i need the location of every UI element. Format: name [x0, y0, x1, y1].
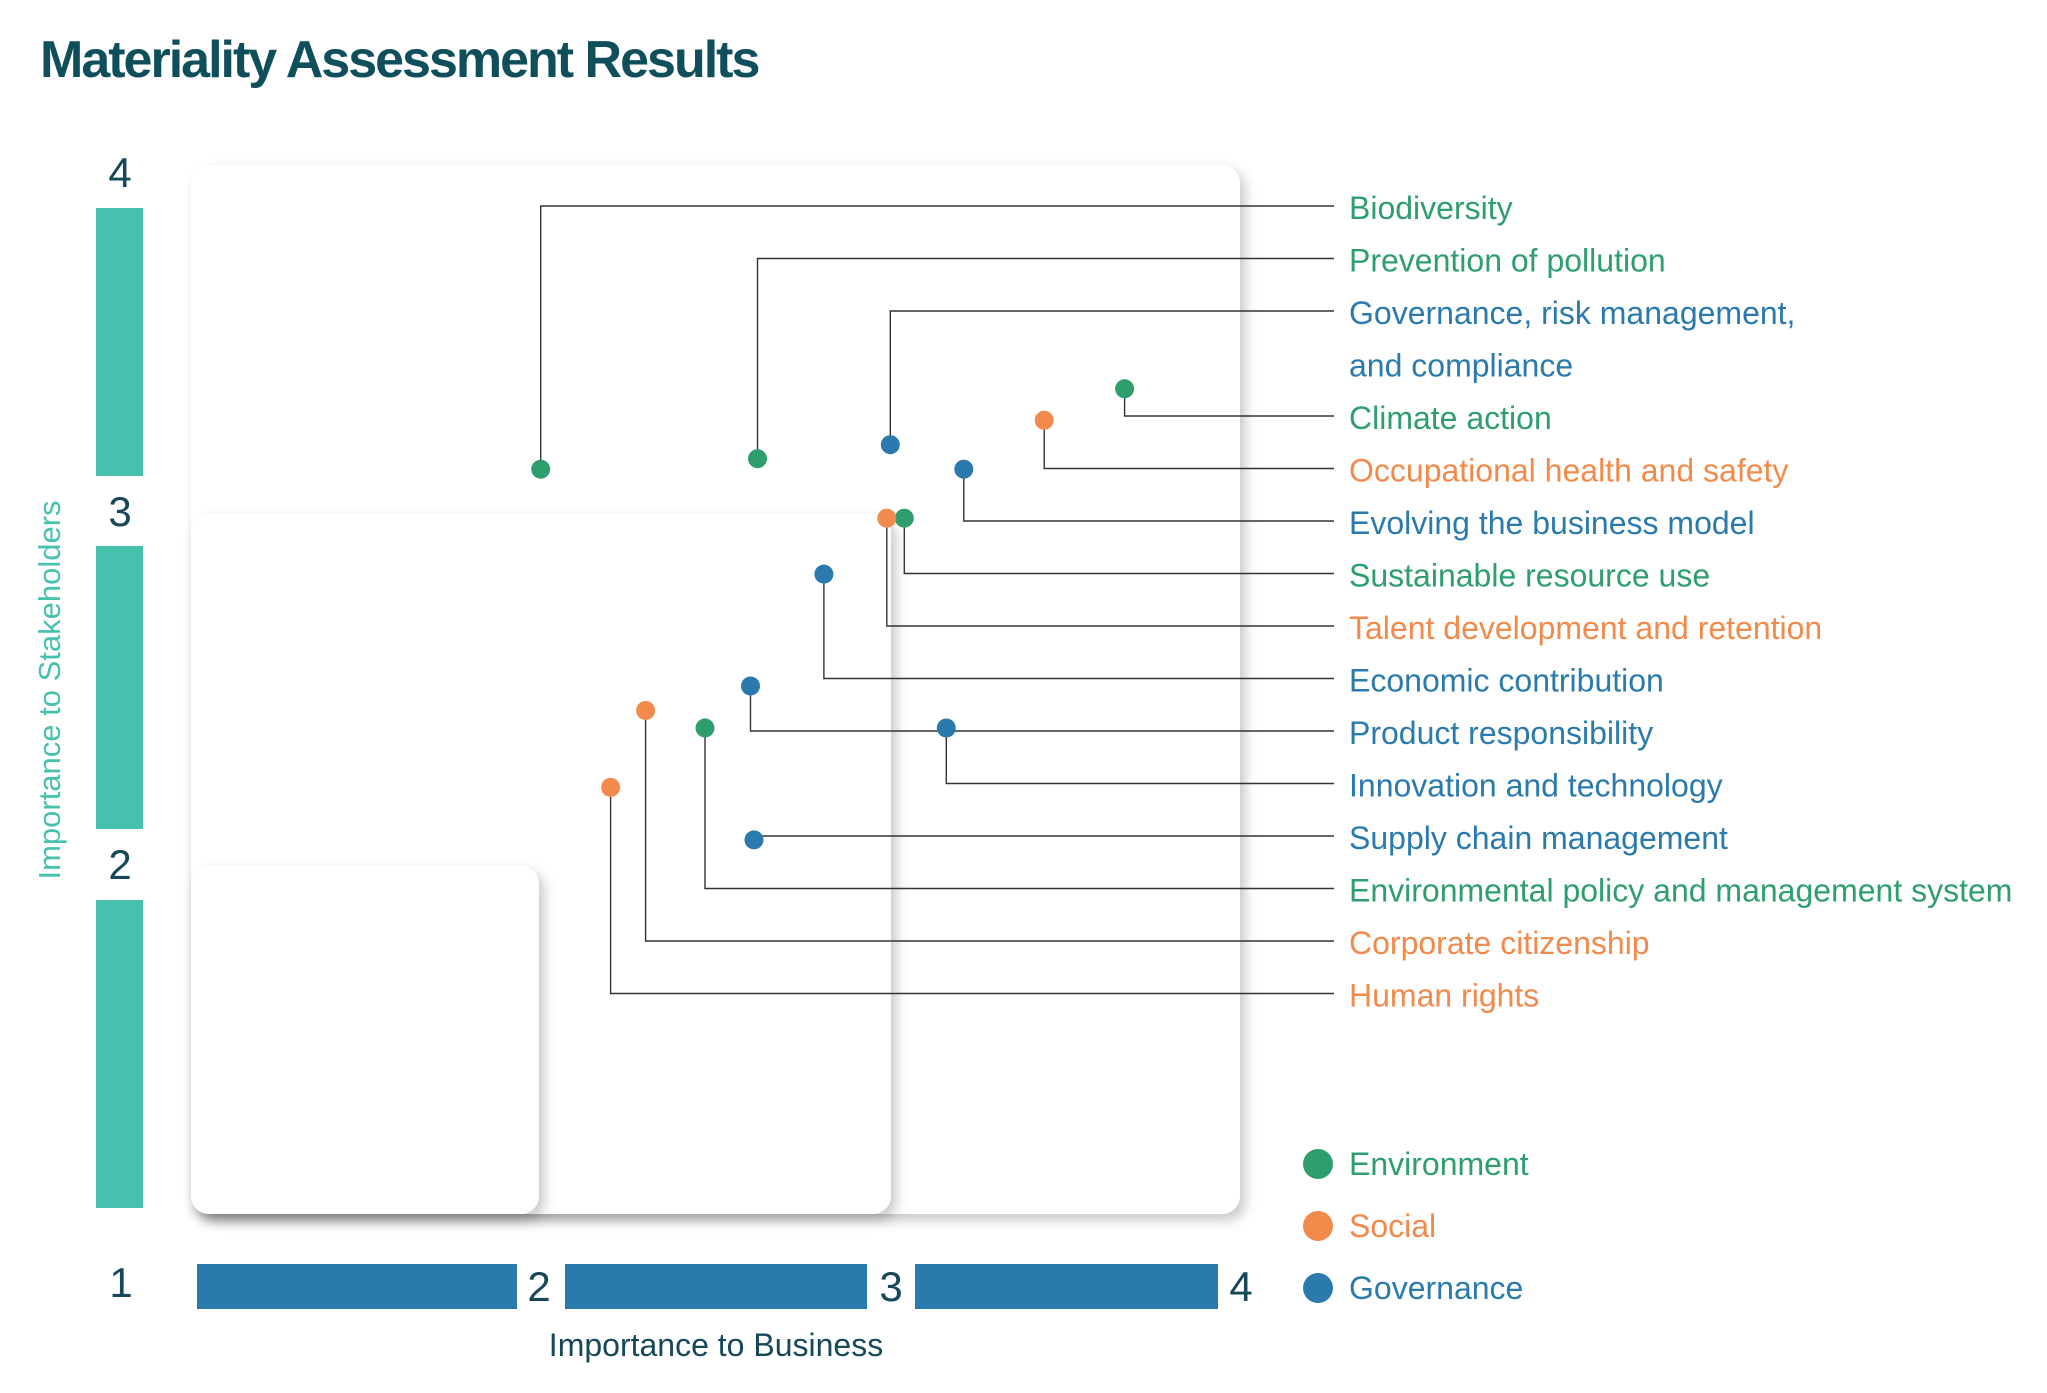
label-innovation-and-technology: Innovation and technology [1349, 768, 1723, 804]
x-axis-bar-1 [197, 1264, 517, 1309]
leader-line-human-rights [609, 787, 1334, 995]
label-biodiversity: Biodiversity [1349, 190, 1513, 226]
label-prevention-of-pollution: Prevention of pollution [1349, 243, 1666, 279]
point-evolving-the-business-model [954, 459, 974, 479]
y-axis-title: Importance to Stakeholders [32, 500, 67, 879]
point-product-responsibility [741, 676, 760, 696]
leader-line-innovation-and-technology [945, 728, 1334, 785]
point-governance-risk-management [880, 435, 900, 455]
label-governance-risk-management: Governance, risk management, [1349, 295, 1795, 331]
x-axis-bar-2 [565, 1264, 867, 1309]
leader-line-evolving-the-business-model [963, 469, 1334, 522]
label-human-rights: Human rights [1349, 978, 1539, 1014]
legend-label-governance: Governance [1349, 1270, 1523, 1306]
x-axis-bar-3 [915, 1264, 1218, 1309]
y-axis-bar-lower [96, 900, 143, 1208]
label-environmental-policy-and-management-system: Environmental policy and management syst… [1349, 873, 2012, 909]
y-tick-2: 2 [108, 841, 131, 888]
label-supply-chain-management: Supply chain management [1349, 820, 1728, 856]
chart-title: Materiality Assessment Results [40, 31, 758, 89]
point-climate-action [1115, 379, 1135, 399]
leader-line-governance-risk-management [889, 310, 1334, 445]
point-economic-contribution [814, 564, 834, 584]
point-supply-chain-management [744, 830, 764, 850]
y-tick-3: 3 [108, 488, 131, 535]
x-tick-1: 1 [109, 1259, 132, 1306]
x-axis-title: Importance to Business [549, 1327, 883, 1363]
point-occupational-health-and-safety [1034, 410, 1054, 430]
label-economic-contribution: Economic contribution [1349, 663, 1664, 699]
legend: Environment Social Governance [1303, 1146, 1529, 1306]
point-sustainable-resource-use [894, 508, 914, 528]
y-tick-4: 4 [108, 149, 131, 196]
point-environmental-policy-and-management-system [695, 718, 715, 738]
label-climate-action: Climate action [1349, 400, 1552, 436]
leader-lines [540, 205, 1334, 995]
point-corporate-citizenship [636, 701, 656, 720]
leader-line-prevention-of-pollution [756, 257, 1334, 459]
leader-line-corporate-citizenship [644, 710, 1334, 942]
leader-line-occupational-health-and-safety [1043, 420, 1334, 470]
x-tick-2: 2 [527, 1263, 550, 1310]
legend-swatch-environment [1303, 1149, 1333, 1179]
legend-label-environment: Environment [1349, 1146, 1529, 1182]
legend-label-social: Social [1349, 1208, 1436, 1244]
label-corporate-citizenship: Corporate citizenship [1349, 925, 1650, 961]
point-talent-development-and-retention [877, 508, 897, 528]
leader-line-sustainable-resource-use [903, 518, 1334, 575]
leader-line-product-responsibility [749, 686, 1334, 732]
label-evolving-the-business-model: Evolving the business model [1349, 505, 1755, 541]
legend-swatch-governance [1303, 1273, 1333, 1303]
leader-line-economic-contribution [823, 574, 1334, 680]
data-points [531, 379, 1135, 850]
label-occupational-health-and-safety: Occupational health and safety [1349, 453, 1788, 489]
x-tick-4: 4 [1229, 1263, 1252, 1310]
legend-swatch-social [1303, 1211, 1333, 1241]
leader-line-environmental-policy-and-management-system [704, 728, 1334, 890]
point-biodiversity [531, 459, 551, 479]
y-axis-bar-middle [96, 546, 143, 829]
point-innovation-and-technology [936, 718, 956, 738]
label-talent-development-and-retention: Talent development and retention [1349, 610, 1822, 646]
zone-low [191, 866, 539, 1214]
x-tick-3: 3 [879, 1263, 902, 1310]
point-prevention-of-pollution [748, 449, 767, 469]
leader-line-biodiversity [540, 205, 1334, 470]
y-axis-bar-upper [96, 208, 143, 476]
label-and-compliance: and compliance [1349, 348, 1573, 384]
label-product-responsibility: Product responsibility [1349, 715, 1653, 751]
label-sustainable-resource-use: Sustainable resource use [1349, 558, 1710, 594]
leader-line-talent-development-and-retention [886, 518, 1334, 627]
point-labels: Biodiversity Prevention of pollution Gover… [1349, 190, 2012, 1014]
point-human-rights [601, 777, 621, 797]
